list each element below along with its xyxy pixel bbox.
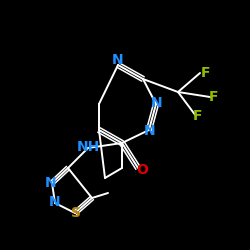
Text: N: N — [45, 176, 57, 190]
Text: N: N — [112, 53, 124, 67]
Text: NH: NH — [76, 140, 100, 154]
Text: F: F — [200, 66, 210, 80]
Text: S: S — [71, 206, 81, 220]
Text: F: F — [208, 90, 218, 104]
Text: O: O — [136, 163, 148, 177]
Text: N: N — [144, 124, 156, 138]
Text: F: F — [193, 109, 203, 123]
Text: N: N — [49, 195, 61, 209]
Text: N: N — [151, 96, 163, 110]
